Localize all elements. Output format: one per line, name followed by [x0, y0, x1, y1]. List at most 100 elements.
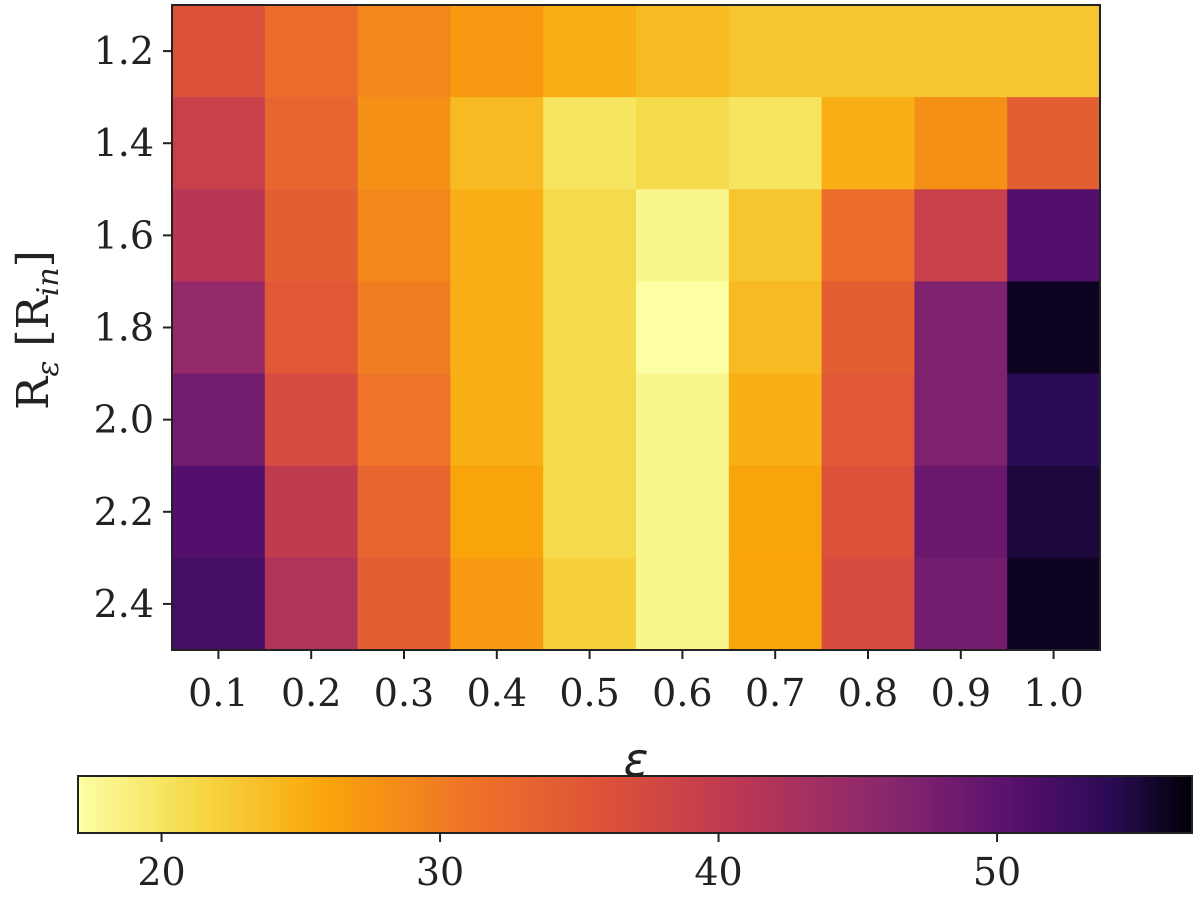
- heatmap-cell: [914, 373, 1008, 467]
- heatmap-cell: [543, 97, 637, 190]
- heatmap-cell: [357, 5, 451, 98]
- heatmap-cell: [728, 189, 823, 283]
- heatmap-cell: [1007, 97, 1101, 190]
- y-axis-label-bracket-subscript: in: [31, 267, 66, 296]
- heatmap-cell: [636, 5, 730, 98]
- heatmap-cell: [914, 281, 1008, 375]
- heatmap-cell: [1007, 465, 1101, 559]
- heatmap-cell: [821, 281, 915, 375]
- heatmap-cell: [357, 465, 451, 559]
- y-tick-label: 1.8: [94, 306, 154, 350]
- heatmap-cell: [264, 465, 359, 559]
- y-tick-label: 2.0: [94, 398, 154, 442]
- heatmap-cell: [264, 97, 359, 190]
- x-tick-label: 1.0: [1023, 671, 1083, 715]
- heatmap-cell: [914, 5, 1008, 98]
- y-tick-label: 1.4: [94, 121, 154, 165]
- y-axis-label: Rε [Rin]: [8, 250, 66, 410]
- heatmap-cell: [172, 189, 266, 283]
- x-tick-label: 0.2: [281, 671, 341, 715]
- heatmap-cell: [357, 281, 451, 375]
- heatmap-cell: [636, 465, 730, 559]
- y-axis-label-subscript: ε: [31, 361, 66, 377]
- heatmap-cell: [1007, 281, 1101, 375]
- heatmap-cell: [728, 97, 823, 190]
- y-tick-label: 2.4: [94, 582, 154, 626]
- heatmap-cell: [1007, 5, 1101, 98]
- x-tick-label: 0.7: [745, 671, 805, 715]
- heatmap-cell: [1007, 189, 1101, 283]
- heatmap-cell: [543, 373, 637, 467]
- heatmap-cell: [172, 465, 266, 559]
- colorbar: [77, 775, 1193, 834]
- colorbar-ticks: 20 30 40 50: [137, 833, 1021, 894]
- heatmap-cell: [821, 5, 915, 98]
- heatmap-cell: [914, 97, 1008, 190]
- heatmap-cell: [728, 557, 823, 651]
- heatmap-cell: [264, 5, 359, 98]
- y-axis-label-bracket-close: ]: [8, 250, 59, 267]
- heatmap-cell: [172, 557, 266, 651]
- heatmap-cells: [172, 5, 1101, 651]
- heatmap-cell: [728, 5, 823, 98]
- x-tick-label: 0.3: [374, 671, 434, 715]
- x-tick-label: 0.6: [652, 671, 712, 715]
- colorbar-tick-label: 40: [694, 850, 742, 894]
- x-tick-label: 0.1: [188, 671, 248, 715]
- y-tick-label: 2.2: [94, 490, 154, 534]
- heatmap-cell: [264, 281, 359, 375]
- colorbar-tick-label: 30: [416, 850, 464, 894]
- heatmap-cell: [543, 557, 637, 651]
- x-axis-ticks: 0.1 0.2 0.3 0.4 0.5 0.6 0.7 0.8 0.9 1.0: [188, 650, 1084, 715]
- heatmap-cell: [172, 5, 266, 98]
- heatmap-cell: [264, 373, 359, 467]
- x-tick-label: 0.9: [931, 671, 991, 715]
- x-tick-label: 0.5: [559, 671, 619, 715]
- heatmap-cell: [914, 189, 1008, 283]
- colorbar-tick-label: 50: [973, 850, 1021, 894]
- x-tick-label: 0.8: [838, 671, 898, 715]
- heatmap-cell: [1007, 557, 1101, 651]
- heatmap-cell: [636, 373, 730, 467]
- heatmap-cell: [172, 373, 266, 467]
- heatmap-cell: [636, 557, 730, 651]
- heatmap-cell: [450, 97, 544, 190]
- y-axis-ticks: 1.2 1.4 1.6 1.8 2.0 2.2 2.4: [94, 29, 172, 626]
- heatmap-cell: [450, 373, 544, 467]
- heatmap-cell: [264, 557, 359, 651]
- heatmap-cell: [728, 373, 823, 467]
- x-tick-label: 0.4: [467, 671, 527, 715]
- heatmap-cell: [821, 97, 915, 190]
- heatmap-cell: [172, 281, 266, 375]
- heatmap-cell: [821, 557, 915, 651]
- heatmap-cell: [543, 189, 637, 283]
- heatmap-cell: [357, 557, 451, 651]
- heatmap-cell: [728, 281, 823, 375]
- heatmap-cell: [821, 465, 915, 559]
- y-axis-label-bracket-open: [R: [8, 294, 59, 360]
- colorbar-tick-label: 20: [137, 850, 185, 894]
- heatmap-cell: [636, 189, 730, 283]
- heatmap-cell: [821, 373, 915, 467]
- heatmap-cell: [914, 557, 1008, 651]
- heatmap-cell: [357, 373, 451, 467]
- heatmap-cell: [914, 465, 1008, 559]
- heatmap-cell: [357, 97, 451, 190]
- heatmap-cell: [450, 5, 544, 98]
- heatmap-cell: [543, 465, 637, 559]
- heatmap-cell: [728, 465, 823, 559]
- y-tick-label: 1.6: [94, 213, 154, 257]
- y-tick-label: 1.2: [94, 29, 154, 73]
- heatmap-cell: [450, 281, 544, 375]
- heatmap-cell: [450, 465, 544, 559]
- heatmap-cell: [357, 189, 451, 283]
- heatmap-cell: [636, 281, 730, 375]
- heatmap-cell: [264, 189, 359, 283]
- heatmap-cell: [636, 97, 730, 190]
- heatmap-cell: [172, 97, 266, 190]
- heatmap-cell: [450, 557, 544, 651]
- heatmap-cell: [543, 281, 637, 375]
- heatmap-cell: [1007, 373, 1101, 467]
- heatmap-cell: [450, 189, 544, 283]
